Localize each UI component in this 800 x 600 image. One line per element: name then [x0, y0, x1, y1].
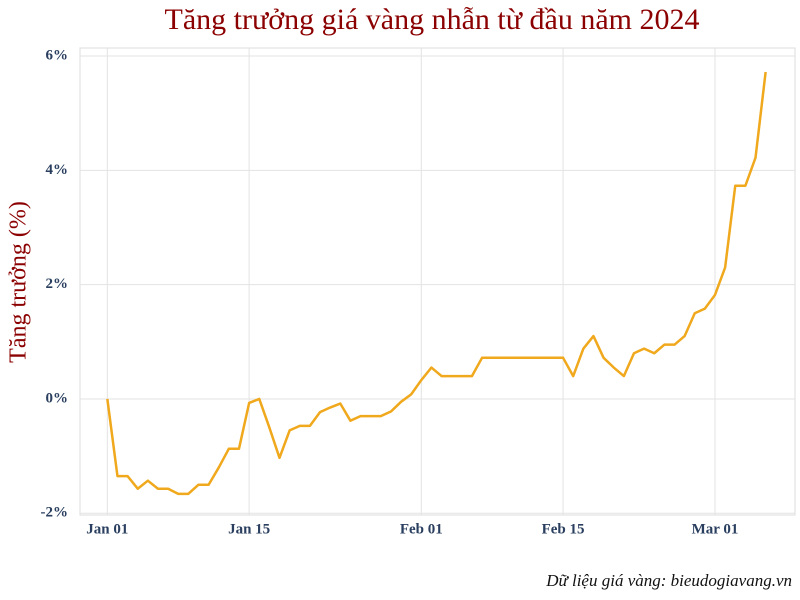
x-tick-label: Jan 15 [228, 521, 270, 537]
y-axis-title: Tăng trưởng (%) [6, 201, 32, 363]
plot-frame [79, 47, 796, 516]
line-series [106, 71, 767, 496]
y-tick-label: 4% [46, 162, 69, 178]
x-tick-label: Feb 01 [400, 521, 443, 537]
y-tick-label: 2% [46, 276, 69, 292]
y-tick-label: -2% [41, 505, 69, 521]
x-tick-label: Mar 01 [692, 521, 739, 537]
y-tick-label: 0% [46, 390, 69, 406]
chart-title: Tăng trưởng giá vàng nhẫn từ đầu năm 202… [165, 3, 700, 36]
x-tick-label: Feb 15 [542, 521, 585, 537]
y-tick-label: 6% [46, 47, 69, 63]
x-tick-label: Jan 01 [86, 521, 128, 537]
source-note: Dữ liệu giá vàng: bieudogiavang.vn [545, 571, 792, 590]
